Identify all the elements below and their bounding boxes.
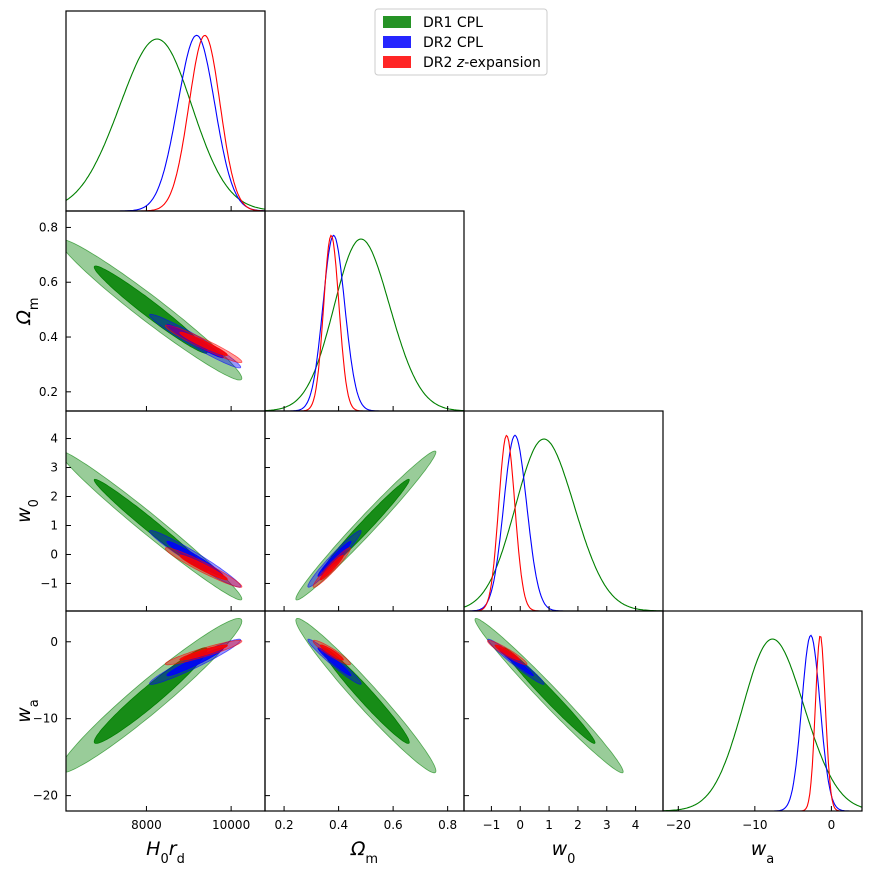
marginal-curve-2 xyxy=(663,634,862,811)
contour-68-3 xyxy=(179,644,228,661)
y-tick-label: 2 xyxy=(50,490,58,504)
x-tick-label: 2 xyxy=(574,818,582,832)
marginal-curve-3 xyxy=(663,635,862,811)
marginal-panel-Om xyxy=(265,234,464,411)
contour-panel-Om-w0 xyxy=(295,450,437,601)
marginal-curve-3 xyxy=(66,34,265,211)
marginal-curve-1 xyxy=(464,438,663,611)
x-tick-label: 4 xyxy=(632,818,640,832)
x-tick-label: 0.6 xyxy=(384,818,403,832)
y-tick-label: 0.4 xyxy=(39,330,58,344)
contour-panel-H0rd-w0 xyxy=(66,452,243,601)
x-tick-label: 0.8 xyxy=(438,818,457,832)
panel-frame xyxy=(662,610,863,812)
marginal-curve-2 xyxy=(464,434,663,611)
contour-68-3 xyxy=(179,331,228,356)
legend-frame xyxy=(374,8,548,76)
y-tick-label: 0 xyxy=(50,547,58,561)
marginal-curve-1 xyxy=(66,38,265,210)
x-tick-label: 10000 xyxy=(212,818,250,832)
x-tick-label: 0.4 xyxy=(329,818,348,832)
contour-68-3 xyxy=(319,554,344,581)
x-tick-label: 0 xyxy=(516,818,524,832)
y-tick-label: 0 xyxy=(50,635,58,649)
panel-frame xyxy=(65,10,266,212)
marginal-curve-2 xyxy=(66,34,265,211)
marginal-panel-wa xyxy=(663,634,862,811)
y-tick-label: 0.8 xyxy=(39,220,58,234)
contour-68-3 xyxy=(319,644,344,661)
x-tick-label: 0.2 xyxy=(275,818,294,832)
x-tick-label: −20 xyxy=(666,818,691,832)
contour-panel-w0-wa xyxy=(474,617,624,774)
y-tick-label: 4 xyxy=(50,432,58,446)
x-axis-label-Om: Ωm xyxy=(350,838,378,867)
legend-swatch-3 xyxy=(383,56,411,68)
y-tick-label: 0.6 xyxy=(39,275,58,289)
contour-68-3 xyxy=(179,554,228,581)
panel-frame xyxy=(264,410,465,612)
marginal-curve-3 xyxy=(464,434,663,611)
y-tick-label: −1 xyxy=(40,576,58,590)
x-tick-label: 0 xyxy=(828,818,836,832)
y-tick-label: 0.2 xyxy=(39,385,58,399)
y-axis-label-Om: Ωm xyxy=(13,297,42,325)
y-tick-label: 1 xyxy=(50,518,58,532)
y-tick-label: −10 xyxy=(33,712,58,726)
marginal-curve-1 xyxy=(663,638,862,811)
contour-68-3 xyxy=(494,644,520,661)
contour-panel-Om-wa xyxy=(295,617,437,774)
y-axis-label-wa: wa xyxy=(13,699,42,723)
marginal-curve-2 xyxy=(265,234,464,411)
contour-panel-H0rd-wa xyxy=(66,617,243,773)
marginal-curve-3 xyxy=(265,234,464,411)
legend-label-2: DR2 CPL xyxy=(423,35,483,51)
plot-panels xyxy=(65,10,863,812)
marginal-panel-w0 xyxy=(464,434,663,611)
marginal-curve-1 xyxy=(265,238,464,411)
x-axis-label-w0: w0 xyxy=(552,838,576,867)
contour-panel-H0rd-Om xyxy=(66,239,243,381)
x-tick-label: 8000 xyxy=(131,818,162,832)
x-axis-label-H0rd: H0rd xyxy=(146,838,185,867)
x-tick-label: −1 xyxy=(483,818,501,832)
legend-label-1: DR1 CPL xyxy=(423,15,483,31)
legend-swatch-1 xyxy=(383,16,411,28)
y-axis-label-w0: w0 xyxy=(13,499,42,523)
x-tick-label: 3 xyxy=(603,818,611,832)
x-tick-label: 1 xyxy=(545,818,553,832)
marginal-panel-H0rd xyxy=(66,34,265,211)
y-tick-label: 3 xyxy=(50,461,58,475)
x-tick-label: −10 xyxy=(742,818,767,832)
y-tick-label: −20 xyxy=(33,789,58,803)
legend-label-3: DR2 z-expansion xyxy=(423,55,541,71)
legend-swatch-2 xyxy=(383,36,411,48)
legend: DR1 CPL DR2 CPL DR2 z-expansion xyxy=(374,8,548,76)
x-axis-label-wa: wa xyxy=(751,838,775,867)
